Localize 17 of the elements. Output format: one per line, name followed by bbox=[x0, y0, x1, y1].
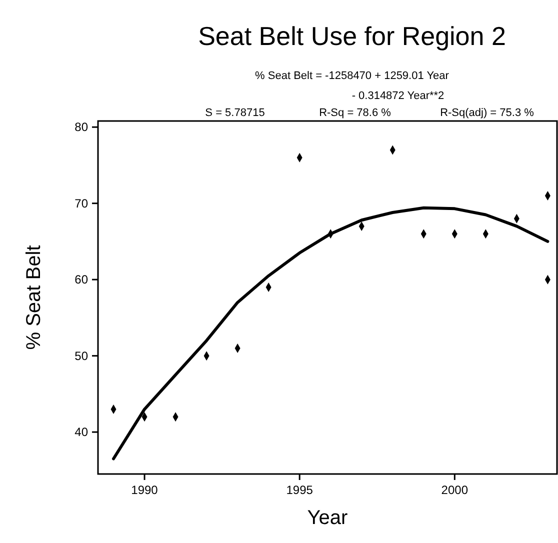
y-tick-label: 50 bbox=[74, 348, 88, 363]
y-axis-title: % Seat Belt bbox=[23, 244, 45, 350]
x-axis-title: Year bbox=[307, 507, 348, 529]
line-series bbox=[112, 206, 550, 460]
x-tick-label: 1990 bbox=[131, 483, 158, 497]
y-tick-label: 60 bbox=[74, 272, 88, 287]
chart-subtitle: % Seat Belt = -1258470 + 1259.01 Year bbox=[255, 70, 450, 82]
text: R-Sq = 78.6 % bbox=[319, 107, 392, 119]
text: - 0.314872 Year**2 bbox=[352, 90, 444, 102]
text: S = 5.78715 bbox=[205, 107, 265, 119]
y-tick-label: 40 bbox=[74, 425, 88, 440]
x-tick-label: 2000 bbox=[441, 483, 468, 497]
y-tick-label: 80 bbox=[74, 120, 88, 134]
text: R-Sq(adj) = 75.3 % bbox=[440, 107, 534, 119]
chart-title: Seat Belt Use for Region 2 bbox=[198, 21, 506, 51]
y-tick-label: 70 bbox=[74, 196, 88, 210]
x-tick-label: 1995 bbox=[286, 483, 314, 497]
